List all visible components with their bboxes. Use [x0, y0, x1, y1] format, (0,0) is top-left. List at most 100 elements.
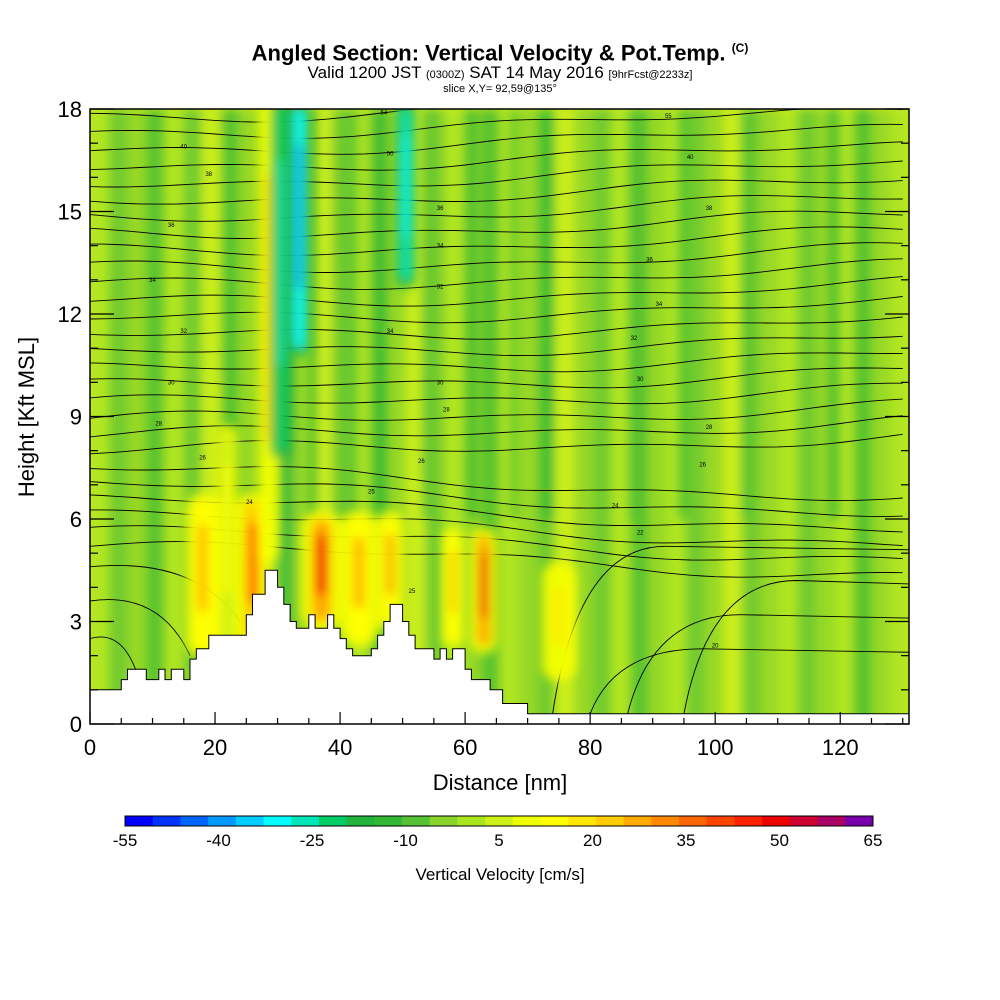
chart-title: Angled Section: Vertical Velocity & Pot.…: [0, 36, 1000, 65]
chart-title-units: (C): [731, 41, 749, 55]
theta-label: 32: [437, 285, 444, 291]
colorbar-swatch: [263, 816, 292, 826]
velocity-streak: [627, 109, 641, 519]
colorbar-swatch: [679, 816, 708, 826]
velocity-column-core: [278, 160, 284, 366]
colorbar-swatch: [457, 816, 486, 826]
theta-contour: [90, 226, 903, 256]
theta-contour: [90, 74, 903, 106]
colorbar-swatch: [208, 816, 237, 826]
colorbar-swatch: [623, 816, 652, 826]
slice-info: slice X,Y= 92,59@135°: [443, 83, 557, 96]
theta-label: 26: [699, 462, 706, 468]
x-tick-label: 60: [453, 735, 477, 760]
theta-label: 30: [437, 380, 444, 386]
x-tick-label: 100: [697, 735, 734, 760]
theta-contour: [627, 614, 909, 714]
colorbar-swatch: [817, 816, 846, 826]
x-axis: 0 20 40 60 80 100 120: [84, 712, 904, 760]
velocity-column-core: [225, 465, 230, 593]
velocity-band: [145, 109, 166, 724]
velocity-column-core: [386, 534, 394, 596]
theta-label: 20: [712, 643, 719, 649]
velocity-band: [704, 109, 724, 724]
valid-date: SAT 14 May 2016: [469, 63, 604, 83]
x-tick-label: 80: [578, 735, 602, 760]
velocity-band: [797, 109, 817, 724]
theta-label: 32: [631, 336, 638, 342]
theta-label: 36: [646, 257, 653, 263]
velocity-streak: [677, 109, 688, 519]
x-tick-label: 120: [822, 735, 859, 760]
velocity-band: [760, 109, 780, 724]
colorbar-frame: [124, 815, 874, 827]
theta-contour: [90, 109, 422, 123]
theta-label: 22: [637, 531, 644, 537]
theta-contour: [90, 398, 903, 421]
velocity-column-core: [554, 585, 563, 648]
y-tick-label: 0: [70, 712, 82, 737]
colorbar-swatch: [651, 816, 680, 826]
theta-label: 28: [443, 408, 450, 414]
velocity-column-core: [403, 134, 409, 238]
colorbar-swatch: [485, 816, 514, 826]
chart-subtitle: Valid 1200 JST (0300Z) SAT 14 May 2016 […: [0, 63, 1000, 83]
colorbar-swatch: [568, 816, 597, 826]
forecast-info: [9hrFcst@2233z]: [608, 69, 693, 82]
velocity-streak: [508, 109, 519, 519]
theta-label: 26: [418, 459, 425, 465]
colorbar-swatch: [429, 816, 458, 826]
velocity-band: [685, 109, 706, 724]
colorbar-swatch: [374, 816, 403, 826]
theta-contour: [589, 648, 909, 714]
x-tick-label: 20: [203, 735, 227, 760]
y-tick-label: 3: [70, 610, 82, 635]
theta-label: 32: [180, 329, 187, 335]
theta-label: 25: [409, 589, 416, 595]
theta-label: 50: [387, 151, 394, 157]
theta-contour: [90, 367, 903, 389]
colorbar-tick-label: -55: [113, 831, 138, 850]
velocity-band: [518, 109, 538, 724]
theta-contour: [90, 141, 903, 171]
colorbar-swatch: [318, 816, 348, 826]
theta-label: 25: [368, 490, 375, 496]
velocity-column-core: [354, 536, 364, 609]
velocity-column-core: [198, 523, 207, 613]
colorbar-label: Vertical Velocity [cm/s]: [415, 865, 584, 884]
valid-utc: (0300Z): [426, 69, 465, 82]
colorbar-swatch: [125, 816, 154, 826]
velocity-column-core: [450, 551, 455, 613]
theta-contour: [90, 160, 903, 188]
theta-label: 40: [180, 145, 187, 151]
theta-contour: [90, 195, 903, 222]
colorbar-tick-label: -40: [206, 831, 231, 850]
theta-contour: [90, 352, 903, 373]
theta-contour: [90, 296, 903, 324]
colorbar-tick-label: 20: [583, 831, 602, 850]
theta-contour: [90, 258, 903, 290]
theta-label: 24: [246, 500, 253, 506]
theta-contour: [90, 276, 903, 307]
colorbar-swatch: [346, 816, 375, 826]
colorbar: -55 -40 -25 -10 5 20 35 50 65: [113, 815, 882, 850]
theta-contour: [90, 316, 903, 340]
theta-label: 28: [706, 425, 713, 431]
velocity-column-core: [248, 522, 257, 605]
theta-label: 34: [437, 244, 444, 250]
theta-contour: [90, 109, 903, 139]
theta-label: 34: [656, 302, 663, 308]
velocity-band: [871, 109, 892, 724]
velocity-band: [164, 109, 185, 724]
theta-contour: [90, 599, 191, 656]
colorbar-tick-label: -10: [393, 831, 418, 850]
x-tick-label: 0: [84, 735, 96, 760]
theta-label: 38: [706, 206, 713, 212]
velocity-band: [108, 109, 129, 724]
theta-contour: [90, 179, 903, 205]
velocity-column-core: [297, 144, 302, 289]
chart-title-text: Angled Section: Vertical Velocity & Pot.…: [251, 40, 726, 66]
colorbar-swatch: [762, 816, 791, 826]
